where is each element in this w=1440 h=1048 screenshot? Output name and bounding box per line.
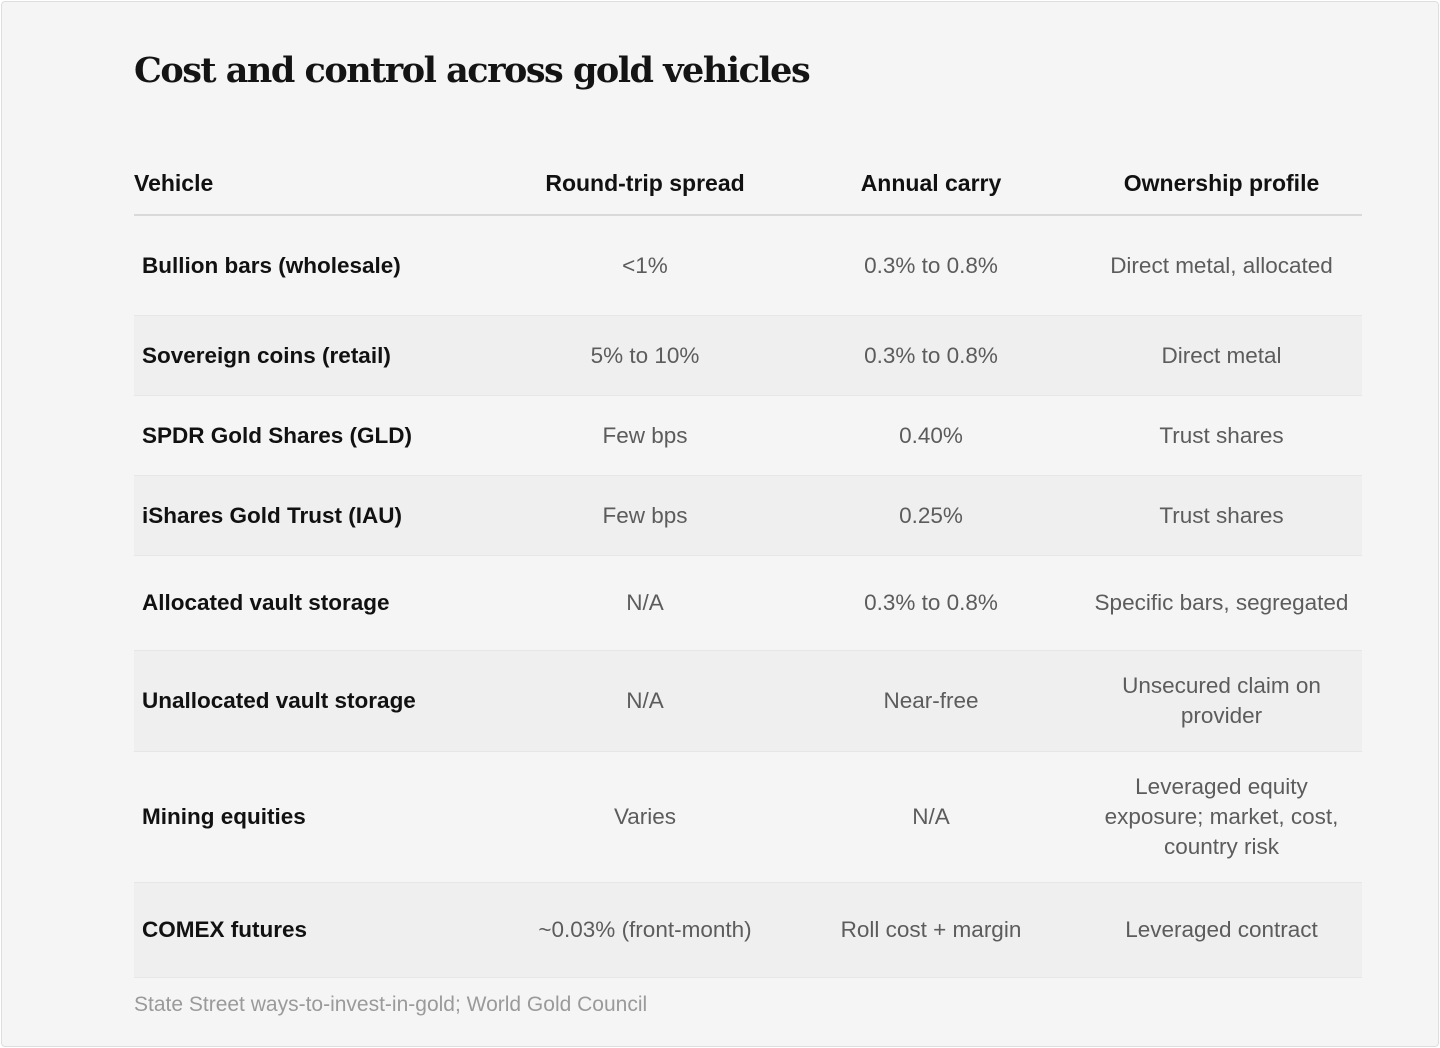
vehicle-cell: SPDR Gold Shares (GLD) [134,395,509,476]
vehicle-cell: Bullion bars (wholesale) [134,215,509,316]
table-row: COMEX futures ~0.03% (front-month) Roll … [134,882,1362,978]
carry-cell: 0.25% [781,475,1081,556]
table-row: iShares Gold Trust (IAU) Few bps 0.25% T… [134,475,1362,556]
ownership-cell: Leveraged contract [1081,882,1362,978]
table-row: Mining equities Varies N/A Leveraged equ… [134,751,1362,883]
spread-cell: Varies [509,751,781,883]
carry-cell: Near-free [781,650,1081,752]
source-note: State Street ways-to-invest-in-gold; Wor… [134,993,648,1016]
carry-cell: N/A [781,751,1081,883]
spread-cell: Few bps [509,395,781,476]
ownership-cell: Specific bars, segregated [1081,555,1362,651]
ownership-cell: Unsecured claim on provider [1081,650,1362,752]
spread-cell: N/A [509,555,781,651]
vehicle-cell: iShares Gold Trust (IAU) [134,475,509,556]
spread-cell: 5% to 10% [509,315,781,396]
column-header-vehicle: Vehicle [134,152,509,216]
vehicle-cell: Unallocated vault storage [134,650,509,752]
table-title: Cost and control across gold vehicles [134,50,811,91]
table-row: Allocated vault storage N/A 0.3% to 0.8%… [134,555,1362,651]
ownership-cell: Trust shares [1081,395,1362,476]
ownership-cell: Direct metal [1081,315,1362,396]
carry-cell: 0.3% to 0.8% [781,315,1081,396]
table-row: Bullion bars (wholesale) <1% 0.3% to 0.8… [134,215,1362,316]
comparison-table: Vehicle Round-trip spread Annual carry O… [134,152,1362,978]
column-header-ownership: Ownership profile [1081,152,1362,216]
column-header-carry: Annual carry [781,152,1081,216]
carry-cell: 0.40% [781,395,1081,476]
carry-cell: Roll cost + margin [781,882,1081,978]
ownership-cell: Trust shares [1081,475,1362,556]
vehicle-cell: COMEX futures [134,882,509,978]
carry-cell: 0.3% to 0.8% [781,555,1081,651]
spread-cell: N/A [509,650,781,752]
vehicle-cell: Sovereign coins (retail) [134,315,509,396]
ownership-cell: Leveraged equity exposure; market, cost,… [1081,751,1362,883]
spread-cell: Few bps [509,475,781,556]
table-row: Sovereign coins (retail) 5% to 10% 0.3% … [134,315,1362,396]
table-row: SPDR Gold Shares (GLD) Few bps 0.40% Tru… [134,395,1362,476]
vehicle-cell: Mining equities [134,751,509,883]
carry-cell: 0.3% to 0.8% [781,215,1081,316]
spread-cell: <1% [509,215,781,316]
spread-cell: ~0.03% (front-month) [509,882,781,978]
ownership-cell: Direct metal, allocated [1081,215,1362,316]
table-row: Unallocated vault storage N/A Near-free … [134,650,1362,752]
vehicle-cell: Allocated vault storage [134,555,509,651]
header-row: Vehicle Round-trip spread Annual carry O… [134,152,1362,216]
column-header-spread: Round-trip spread [509,152,781,216]
